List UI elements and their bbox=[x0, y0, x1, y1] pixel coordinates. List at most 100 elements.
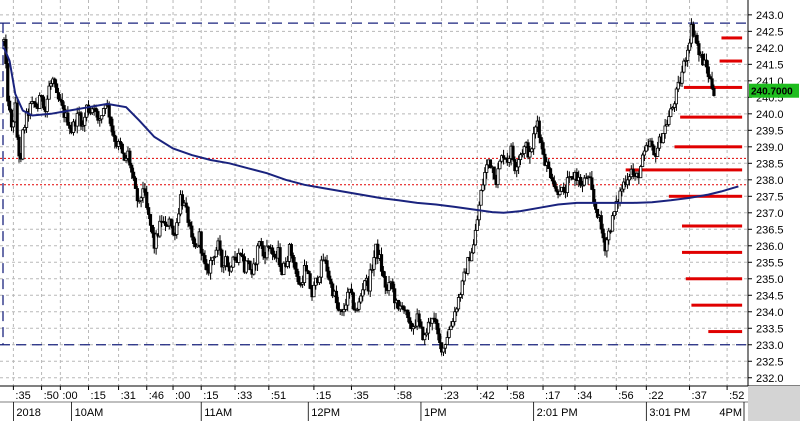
candle-body bbox=[376, 243, 380, 259]
candle-140 bbox=[265, 239, 269, 261]
candle-20 bbox=[39, 94, 44, 102]
candle-body bbox=[682, 60, 686, 73]
candle-body bbox=[518, 154, 523, 160]
candle-37 bbox=[71, 118, 76, 136]
candle-97 bbox=[184, 197, 188, 213]
candle-106 bbox=[201, 248, 205, 263]
x-tick-label-14: :42 bbox=[479, 390, 494, 402]
candle-body bbox=[599, 215, 603, 230]
candle-115 bbox=[218, 235, 222, 256]
candle-body bbox=[393, 288, 397, 304]
session-label-2: 11AM bbox=[204, 407, 232, 419]
candle-body bbox=[558, 190, 562, 196]
candle-body bbox=[231, 256, 235, 268]
candle-62 bbox=[118, 137, 123, 150]
volume-at-price-bar-6 bbox=[668, 194, 743, 198]
candle-body bbox=[6, 63, 10, 102]
y-tick-label-7: 235.5 bbox=[756, 257, 784, 269]
session-label-5: 2:01 PM bbox=[537, 407, 578, 419]
candle-174 bbox=[329, 275, 333, 288]
candle-31 bbox=[60, 93, 64, 110]
candle-body bbox=[111, 125, 115, 136]
candle-168 bbox=[317, 276, 322, 285]
candle-305 bbox=[575, 168, 579, 186]
candle-77 bbox=[147, 203, 151, 220]
candle-79 bbox=[150, 224, 154, 238]
y-tick-label-14: 239.0 bbox=[756, 142, 784, 154]
candle-266 bbox=[501, 149, 506, 165]
candle-body bbox=[289, 244, 293, 256]
y-tick-label-5: 234.5 bbox=[756, 290, 784, 302]
candle-310 bbox=[584, 173, 588, 180]
candle-body bbox=[485, 164, 489, 173]
candle-294 bbox=[554, 182, 558, 193]
candle-body bbox=[272, 253, 277, 258]
candle-178 bbox=[336, 296, 340, 312]
y-tick-label-3: 233.5 bbox=[756, 323, 784, 335]
x-tick-label-18: :56 bbox=[618, 390, 633, 402]
candle-body bbox=[218, 240, 222, 251]
candle-71 bbox=[135, 185, 139, 208]
candle-body bbox=[575, 171, 579, 181]
candle-53 bbox=[101, 107, 106, 117]
candle-body bbox=[550, 177, 555, 182]
candle-351 bbox=[661, 132, 665, 144]
x-tick-label-9: :51 bbox=[271, 390, 286, 402]
candle-body bbox=[406, 309, 410, 319]
candle-body bbox=[214, 249, 218, 258]
candle-body bbox=[342, 309, 346, 313]
candle-107 bbox=[203, 250, 207, 270]
candle-body bbox=[131, 171, 136, 179]
candle-78 bbox=[148, 213, 153, 232]
candle-131 bbox=[248, 260, 252, 271]
candle-226 bbox=[426, 317, 431, 340]
candle-2 bbox=[6, 57, 10, 107]
candle-160 bbox=[302, 259, 307, 286]
candle-body bbox=[456, 297, 461, 310]
candle-body bbox=[98, 118, 102, 121]
candle-277 bbox=[522, 145, 526, 159]
candle-body bbox=[222, 265, 226, 268]
candle-355 bbox=[669, 103, 673, 118]
candle-28 bbox=[54, 79, 59, 94]
session-label-6: 3:01 PM bbox=[649, 407, 690, 419]
candle-body bbox=[520, 153, 524, 156]
candle-348 bbox=[656, 141, 660, 157]
x-tick-label-10: :15 bbox=[316, 390, 331, 402]
candle-body bbox=[184, 202, 188, 208]
candle-body bbox=[128, 150, 132, 166]
candle-body bbox=[351, 292, 355, 310]
candle-body bbox=[233, 256, 237, 261]
candle-body bbox=[265, 245, 269, 259]
candle-377 bbox=[710, 71, 714, 91]
candle-253 bbox=[477, 201, 481, 226]
candle-body bbox=[39, 95, 44, 98]
candle-body bbox=[15, 102, 19, 138]
candle-191 bbox=[361, 283, 365, 302]
candle-68 bbox=[130, 162, 134, 179]
candle-body bbox=[312, 284, 316, 298]
candle-body bbox=[515, 166, 519, 172]
candle-197 bbox=[372, 250, 376, 277]
candle-8 bbox=[17, 134, 21, 163]
candle-body bbox=[522, 146, 526, 154]
candle-body bbox=[466, 257, 470, 274]
candle-147 bbox=[278, 243, 282, 272]
candle-205 bbox=[387, 275, 391, 296]
candle-body bbox=[691, 24, 695, 37]
candle-237 bbox=[447, 326, 451, 339]
x-tick-label-3: :15 bbox=[91, 390, 106, 402]
candle-364 bbox=[686, 44, 690, 67]
candle-body bbox=[21, 129, 25, 160]
candle-body bbox=[141, 188, 145, 199]
candle-body bbox=[56, 92, 61, 100]
candle-186 bbox=[351, 291, 355, 311]
candle-body bbox=[528, 151, 532, 158]
candle-330 bbox=[622, 178, 626, 193]
candle-body bbox=[383, 275, 387, 288]
candle-352 bbox=[663, 118, 667, 139]
candle-39 bbox=[75, 107, 79, 134]
candle-228 bbox=[430, 317, 434, 331]
candle-body bbox=[293, 261, 297, 270]
